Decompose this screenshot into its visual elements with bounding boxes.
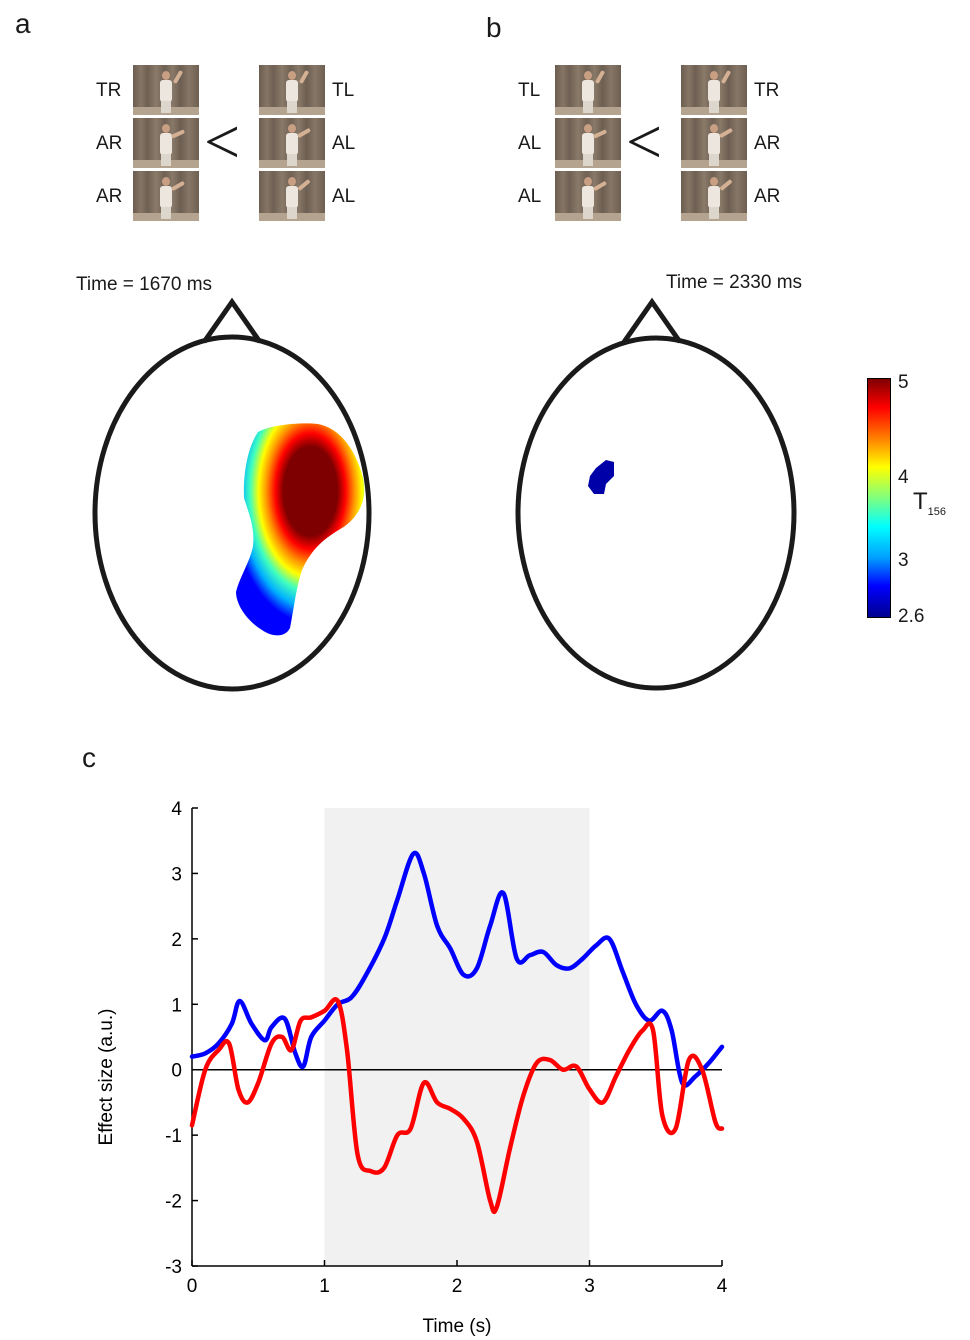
comparison-symbol: < [626,106,663,177]
colorbar-tick: 5 [898,372,909,393]
y-axis-label: Effect size (a.u.) [96,1009,117,1146]
condition-label: AR [96,133,123,154]
panel-b-time-label: Time = 2330 ms [666,272,803,293]
y-tick-label: 2 [171,930,182,951]
colorbar-tick: 4 [898,467,909,488]
stimulus-thumbnail [681,65,747,115]
x-tick-label: 0 [187,1276,198,1297]
condition-label: AR [96,186,123,207]
nose [621,297,683,344]
y-tick-label: -2 [165,1192,182,1213]
panel-c-letter: c [82,742,96,773]
panel-a-letter: a [15,8,31,39]
y-tick-label: 4 [171,799,182,820]
scalp-outline [92,334,372,692]
stimulus-thumbnail [555,171,621,221]
condition-label: AL [332,186,356,207]
y-tick-label: 0 [171,1061,182,1082]
stimulus-thumbnail [133,171,199,221]
condition-label: TL [518,80,541,101]
activation-blob [236,423,365,636]
x-tick-label: 2 [452,1276,463,1297]
y-tick-label: 1 [171,995,182,1016]
comparison-symbol: < [204,106,241,177]
x-tick-label: 1 [319,1276,330,1297]
stimulus-thumbnail [133,65,199,115]
colorbar-tick: 2.6 [898,606,925,627]
stimulus-thumbnail [259,118,325,168]
stimulus-thumbnail [555,118,621,168]
condition-label: AR [754,133,781,154]
head-map-a [92,297,372,692]
condition-label: TR [754,80,780,101]
activation-blob [588,460,614,494]
stimulus-thumbnail [555,65,621,115]
stimulus-thumbnail [681,171,747,221]
colorbar [867,378,891,618]
x-tick-label: 3 [584,1276,595,1297]
series-line-1 [189,850,725,1088]
condition-label: AL [518,133,542,154]
colorbar-title: T156 [913,488,947,518]
scalp-outline [515,335,797,691]
condition-label: AR [754,186,781,207]
condition-label: TL [332,80,355,101]
stimulus-thumbnail [259,171,325,221]
condition-label: AL [518,186,542,207]
head-map-b [515,297,797,691]
condition-label: TR [96,80,122,101]
x-axis-label: Time (s) [423,1316,492,1337]
nose [201,297,263,344]
x-tick-label: 4 [717,1276,728,1297]
series-line-2 [189,997,725,1215]
stimulus-thumbnail [259,65,325,115]
y-tick-label: -3 [165,1257,182,1278]
stimulus-thumbnail [681,118,747,168]
condition-label: AL [332,133,356,154]
panel-a-time-label: Time = 1670 ms [76,274,213,295]
stimulus-thumbnail [133,118,199,168]
colorbar-tick: 3 [898,550,909,571]
shaded-interval [324,808,590,1266]
y-tick-label: -1 [165,1126,182,1147]
panel-b-letter: b [486,12,502,43]
y-tick-label: 3 [171,864,182,885]
